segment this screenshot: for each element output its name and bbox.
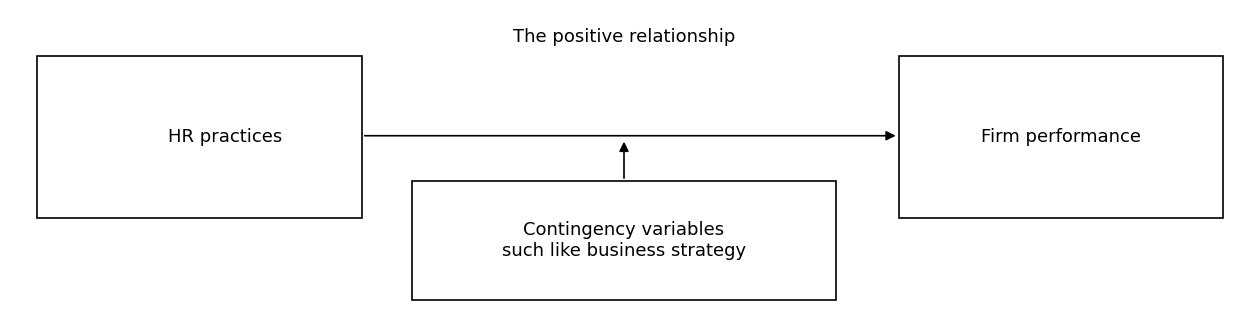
FancyBboxPatch shape (37, 56, 362, 218)
Text: HR practices: HR practices (167, 128, 282, 146)
Text: Firm performance: Firm performance (981, 128, 1141, 146)
FancyBboxPatch shape (412, 181, 836, 300)
Text: The positive relationship: The positive relationship (513, 28, 735, 46)
FancyBboxPatch shape (899, 56, 1223, 218)
Text: Contingency variables
such like business strategy: Contingency variables such like business… (502, 221, 746, 260)
